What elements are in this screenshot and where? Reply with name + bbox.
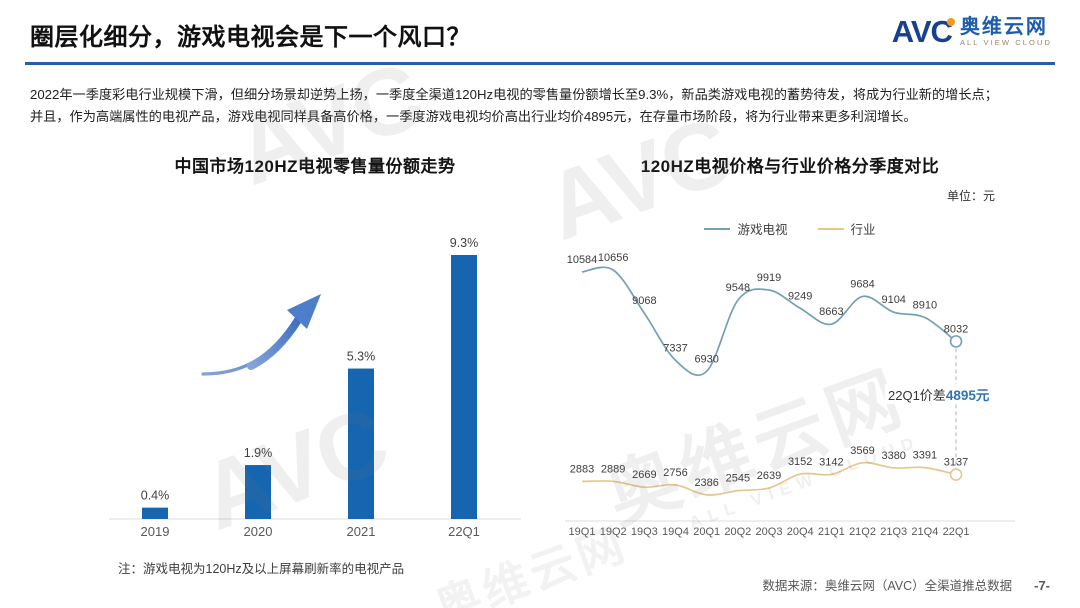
logo-wordmark: 奥维云网 ALL VIEW CLOUD — [959, 15, 1052, 47]
data-label: 3391 — [913, 450, 937, 462]
x-axis-label: 2020 — [244, 524, 273, 539]
data-label: 6930 — [694, 353, 718, 365]
data-label: 9068 — [632, 295, 656, 307]
data-label: 3569 — [850, 445, 874, 457]
data-label: 9249 — [788, 290, 812, 302]
data-label: 2883 — [570, 463, 594, 475]
line-chart-title: 120HZ电视价格与行业价格分季度对比 — [640, 157, 940, 176]
x-axis-label: 2019 — [141, 524, 170, 539]
bar — [142, 507, 168, 519]
data-label: 2386 — [694, 477, 718, 489]
footer-source: 数据来源：奥维云网（AVC）全渠道推总数据 — [762, 579, 1013, 593]
header-divider — [25, 62, 1055, 65]
bar — [348, 368, 374, 519]
end-marker — [949, 335, 963, 348]
legend-item-game-tv: 游戏电视 — [704, 219, 788, 238]
data-label: 8032 — [944, 323, 968, 335]
x-axis-label: 19Q1 — [569, 526, 596, 538]
legend-label-industry: 行业 — [850, 223, 876, 237]
page-title: 圈层化细分，游戏电视会是下一个风口？ — [30, 24, 471, 51]
end-marker — [949, 468, 963, 481]
intro-line-2: 并且，作为高端属性的电视产品，游戏电视同样具备高价格，一季度游戏电视均价高出行业… — [30, 109, 917, 124]
x-axis-label: 20Q3 — [756, 526, 783, 538]
x-axis-label: 19Q3 — [631, 526, 658, 538]
legend-swatch-industry — [817, 227, 844, 230]
data-label: 2756 — [663, 467, 687, 479]
data-label: 10584 — [567, 254, 598, 266]
series-line — [581, 461, 957, 496]
x-axis-label: 21Q2 — [849, 526, 876, 538]
avc-logo: AVC 奥维云网 ALL VIEW CLOUD — [892, 16, 1052, 47]
x-axis-label: 22Q1 — [943, 526, 970, 538]
data-label: 8910 — [913, 299, 937, 311]
line-chart-legend: 游戏电视 行业 — [555, 219, 1025, 238]
x-axis-label: 19Q4 — [662, 526, 689, 538]
data-label: 3380 — [881, 450, 905, 462]
x-axis-label: 21Q1 — [818, 526, 845, 538]
x-axis-label: 2021 — [347, 524, 376, 539]
logo-orange-dot-icon — [946, 18, 955, 26]
legend-item-industry: 行业 — [817, 219, 876, 238]
page-number: -7- — [1034, 578, 1050, 593]
footer: 数据来源：奥维云网（AVC）全渠道推总数据 -7- — [762, 575, 1050, 594]
growth-arrow-icon — [195, 282, 345, 400]
x-axis-label: 21Q3 — [880, 526, 907, 538]
data-label: 7337 — [663, 342, 687, 354]
price-gap-annotation: 22Q1价差4895元 — [885, 384, 993, 404]
bar-value-label: 0.4% — [141, 489, 170, 503]
data-label: 2889 — [601, 463, 625, 475]
legend-swatch-game-tv — [704, 227, 731, 230]
bar-value-label: 9.3% — [450, 236, 479, 250]
unit-label: 单位：元 — [946, 189, 995, 203]
data-label: 8663 — [819, 306, 843, 318]
x-axis-label: 19Q2 — [600, 526, 627, 538]
x-axis-label: 20Q4 — [787, 526, 814, 538]
data-label: 10656 — [598, 252, 629, 264]
chart-note: 注：游戏电视为120Hz及以上屏幕刷新率的电视产品 — [118, 562, 405, 576]
price-gap-value: 4895元 — [945, 388, 990, 403]
intro-line-1: 2022年一季度彩电行业规模下滑，但细分场景却逆势上扬，一季度全渠道120Hz电… — [30, 87, 998, 102]
bar-value-label: 1.9% — [244, 446, 273, 460]
bar-value-label: 5.3% — [347, 350, 376, 364]
x-axis-label: 20Q1 — [693, 526, 720, 538]
data-label: 3152 — [788, 456, 812, 468]
data-label: 9104 — [881, 294, 905, 306]
bar-chart: 0.4% 2019 1.9% 2020 5.3% 2021 9.3% 22Q1 — [95, 225, 535, 540]
bar-chart-svg: 0.4% 2019 1.9% 2020 5.3% 2021 9.3% 22Q1 — [109, 236, 521, 539]
data-label: 3142 — [819, 456, 843, 468]
logo-avc-mark: AVC — [891, 14, 955, 49]
bar — [245, 465, 271, 519]
x-axis-label: 22Q1 — [448, 524, 480, 539]
data-label: 9684 — [850, 278, 874, 290]
bar — [451, 255, 477, 519]
data-label: 2639 — [757, 470, 781, 482]
data-label: 9919 — [757, 272, 781, 284]
line-chart-svg: 19Q1 19Q2 19Q3 19Q4 20Q1 20Q2 20Q3 20Q4 21Q1 21Q2… — [565, 252, 1015, 538]
data-label: 9548 — [726, 282, 750, 294]
intro-paragraph: 2022年一季度彩电行业规模下滑，但细分场景却逆势上扬，一季度全渠道120Hz电… — [30, 84, 1052, 128]
x-axis-label: 21Q4 — [911, 526, 938, 538]
logo-tagline: ALL VIEW CLOUD — [959, 37, 1052, 47]
logo-company-name: 奥维云网 — [959, 15, 1048, 38]
logo-acronym: AVC — [891, 14, 953, 49]
line-chart: 19Q1 19Q2 19Q3 19Q4 20Q1 20Q2 20Q3 20Q4 21Q1 21Q2… — [555, 230, 1025, 542]
bar-chart-title: 中国市场120HZ电视零售量份额走势 — [174, 157, 456, 176]
series-line — [581, 266, 957, 377]
price-gap-prefix: 22Q1价差 — [888, 388, 946, 403]
legend-label-game-tv: 游戏电视 — [737, 223, 788, 237]
data-label: 2669 — [632, 469, 656, 481]
x-axis-label: 20Q2 — [724, 526, 751, 538]
data-label: 2545 — [726, 473, 750, 485]
